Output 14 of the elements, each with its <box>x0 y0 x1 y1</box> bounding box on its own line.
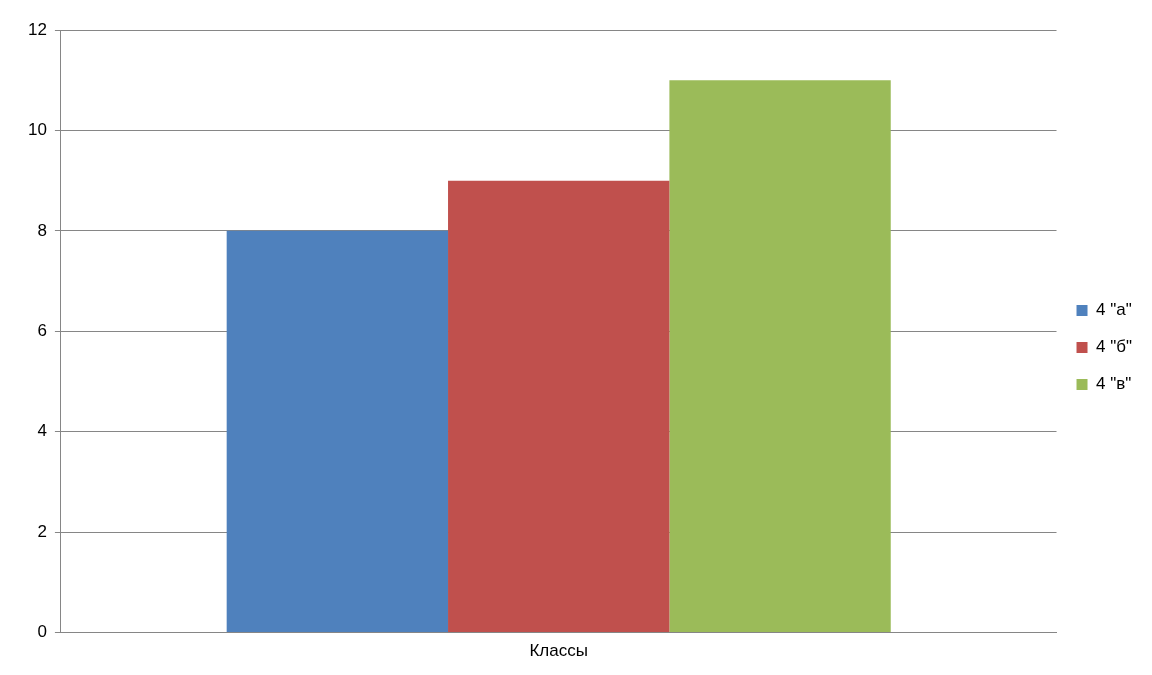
y-tick-label: 10 <box>27 120 47 140</box>
y-tick-label: 6 <box>37 320 47 340</box>
y-tick-label: 8 <box>37 220 47 240</box>
x-tick-label: Классы <box>529 641 588 661</box>
y-tick-label: 4 <box>37 421 47 441</box>
bar <box>669 80 891 633</box>
legend-label: 4 "б" <box>1096 337 1132 357</box>
y-tick-label: 2 <box>37 521 47 541</box>
legend-label: 4 "в" <box>1096 374 1132 394</box>
bar <box>448 180 670 633</box>
bar <box>226 230 449 633</box>
y-tick-label: 12 <box>27 19 47 39</box>
y-tick-label: 0 <box>37 622 47 642</box>
legend-label: 4 "а" <box>1096 300 1132 320</box>
